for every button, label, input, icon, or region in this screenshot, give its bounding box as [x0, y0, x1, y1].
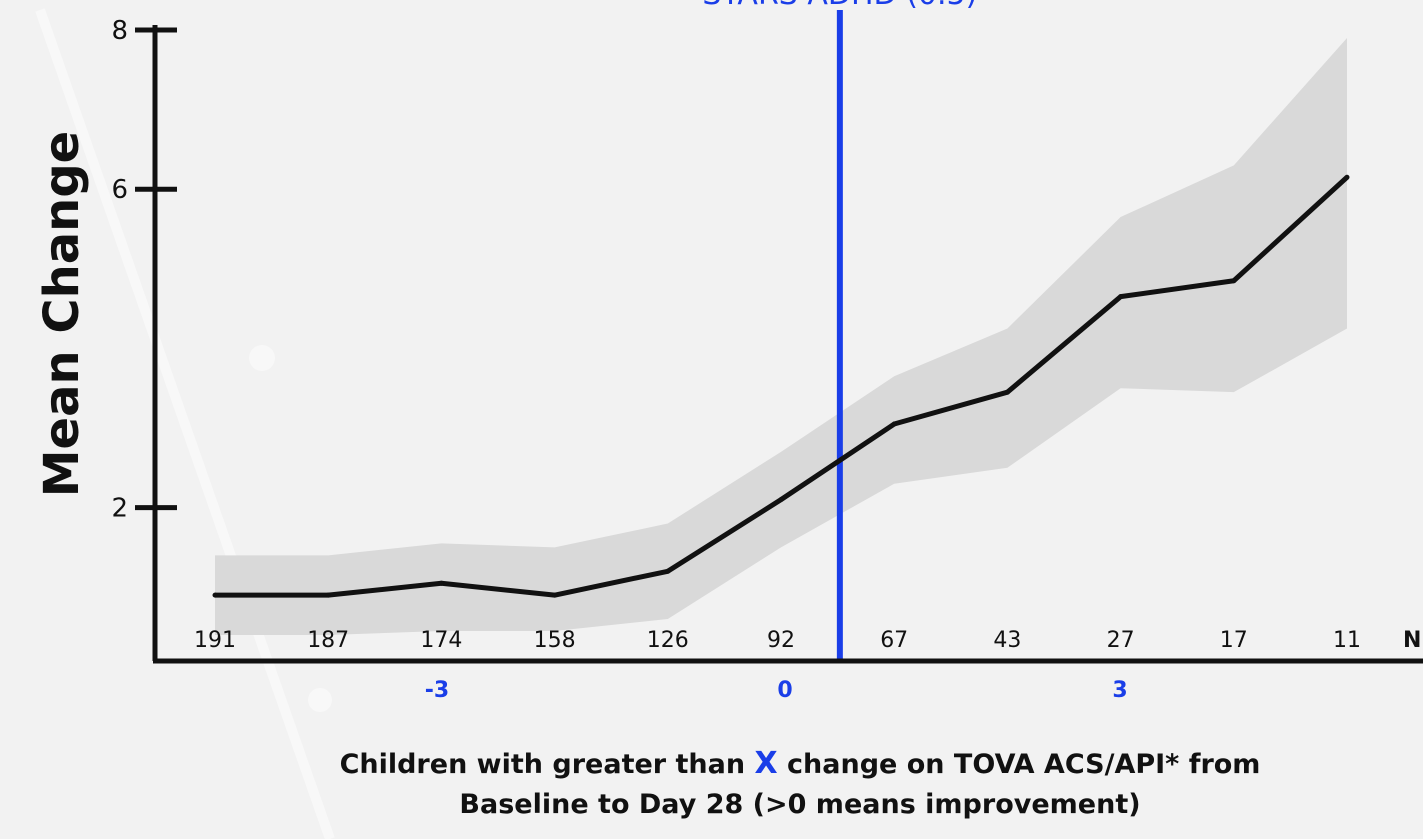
- sample-size-label: 27: [1107, 628, 1135, 653]
- x-tick-label: 3: [1112, 678, 1127, 703]
- x-axis-title-line2: Baseline to Day 28 (>0 means improvement…: [459, 789, 1141, 820]
- x-axis-title-highlight: X: [754, 746, 778, 781]
- y-tick-label: 8: [111, 16, 128, 46]
- data-point: [1231, 278, 1237, 284]
- x-axis-title-after: change on TOVA ACS/API* from: [777, 749, 1261, 780]
- sample-size-label: 187: [307, 628, 349, 653]
- background-decoration: [35, 8, 335, 839]
- y-tick-label: 2: [111, 494, 128, 524]
- x-tick-label: 0: [777, 678, 792, 703]
- sample-size-label: 191: [194, 628, 236, 653]
- sample-size-label: 67: [880, 628, 908, 653]
- data-point: [552, 592, 558, 598]
- reference-line-label: STARS ADHD (0.5): [702, 0, 977, 12]
- data-point: [665, 568, 671, 574]
- y-axis-title: Mean Change: [34, 131, 90, 497]
- data-point: [778, 497, 784, 503]
- confidence-band: [215, 37, 1347, 635]
- x-axis-title-line1: Children with greater than X change on T…: [150, 744, 1423, 785]
- sample-size-symbol: N: [1403, 628, 1421, 653]
- data-point: [438, 580, 444, 586]
- sample-size-label: 92: [767, 628, 795, 653]
- x-tick-label: -3: [425, 678, 449, 703]
- data-point: [891, 421, 897, 427]
- data-point: [1004, 389, 1010, 395]
- sample-size-label: 11: [1333, 628, 1361, 653]
- x-axis-title-before: Children with greater than: [339, 749, 755, 780]
- data-point: [1118, 294, 1124, 300]
- sample-size-label: 158: [534, 628, 576, 653]
- x-axis-title: Children with greater than X change on T…: [150, 744, 1423, 825]
- sample-size-label: 43: [993, 628, 1021, 653]
- y-tick-label: 6: [111, 175, 128, 205]
- data-point: [1344, 174, 1350, 180]
- sample-size-label: 174: [420, 628, 462, 653]
- data-point: [325, 592, 331, 598]
- data-point: [212, 592, 218, 598]
- sample-size-label: 126: [647, 628, 689, 653]
- sample-size-label: 17: [1220, 628, 1248, 653]
